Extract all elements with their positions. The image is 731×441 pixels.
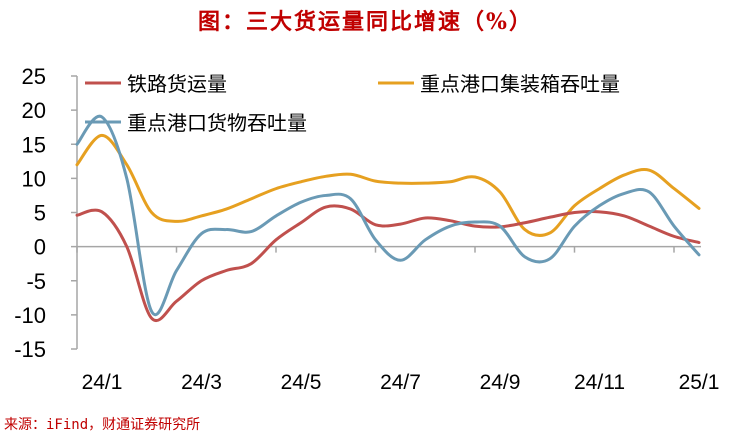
- x-tick-label: 25/1: [679, 371, 720, 394]
- y-tick-label: 20: [22, 98, 46, 123]
- y-axis: 25 20 15 10 5 0 -5 -10 -15: [14, 64, 78, 362]
- chart-title: 图：三大货运量同比增速（%）: [198, 9, 533, 35]
- y-tick-label: 25: [22, 64, 46, 89]
- legend-label: 重点港口集装箱吞吐量: [420, 72, 620, 96]
- x-tick-label: 24/5: [281, 371, 322, 394]
- x-axis: 24/1 24/3 24/5 24/7 24/9 24/11 25/1: [76, 245, 720, 394]
- x-tick-label: 24/11: [574, 371, 625, 394]
- legend-label: 重点港口货物吞吐量: [127, 111, 307, 135]
- y-tick-label: 10: [22, 166, 46, 191]
- source-note: 来源：iFind，财通证券研究所: [4, 417, 201, 433]
- series-line: [75, 114, 701, 317]
- y-tick-label: 0: [34, 235, 46, 260]
- series-line: [75, 204, 701, 322]
- x-tick-label: 24/3: [181, 371, 222, 394]
- series-lines: [75, 114, 701, 322]
- y-tick-label: -10: [14, 303, 46, 328]
- y-tick-label: 5: [34, 201, 46, 226]
- y-tick-label: -15: [14, 337, 46, 362]
- y-tick-label: -5: [26, 269, 46, 294]
- x-tick-label: 24/9: [480, 371, 521, 394]
- y-tick-label: 15: [22, 132, 46, 157]
- legend-label: 铁路货运量: [127, 72, 227, 96]
- series-line: [75, 133, 701, 237]
- x-tick-label: 24/1: [82, 371, 123, 394]
- x-tick-label: 24/7: [380, 371, 421, 394]
